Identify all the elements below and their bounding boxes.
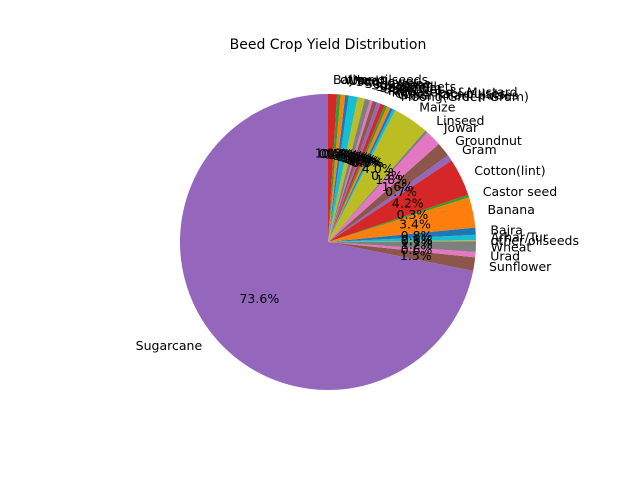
pie-slice xyxy=(328,98,371,243)
slice-label: Arhar/Tur xyxy=(491,230,549,245)
slice-percent-label: 0.3% xyxy=(397,207,429,222)
slice-percent-label: 3.4% xyxy=(399,217,431,232)
pie-slices xyxy=(179,94,476,390)
slice-percent-label: 1.8% xyxy=(375,172,407,187)
slice-label: Sesamum xyxy=(380,80,442,95)
slice-label: Maize xyxy=(419,100,455,115)
slice-label: Sunflower xyxy=(489,259,552,274)
pie-slice xyxy=(328,95,358,243)
pie-slice xyxy=(328,110,426,242)
slice-percent-label: 1.6% xyxy=(381,179,413,194)
pie-labels: Sugarcane 73.6% Sunflower 1.5% Urad 0.6% Wheat… xyxy=(136,72,579,353)
slice-percent-label: 4.0% xyxy=(362,161,394,176)
slice-label: Sunflower xyxy=(356,74,419,89)
chart-title: Beed Crop Yield Distribution xyxy=(230,37,427,53)
pie-slice xyxy=(179,94,474,390)
slice-label: Small millets xyxy=(376,79,456,94)
pie-slice xyxy=(328,106,391,242)
slice-label: Jowar xyxy=(443,120,479,135)
pie-slice xyxy=(328,94,338,242)
pie-slice xyxy=(328,197,476,242)
slice-percent-label: 0.5% xyxy=(321,146,353,161)
slice-label: Wheat xyxy=(491,239,532,254)
pie-slice xyxy=(328,155,452,242)
slice-label: Linseed xyxy=(436,113,484,128)
slice-label: Bajra xyxy=(333,72,366,87)
pie-slice xyxy=(328,105,388,242)
slice-percent-label: 1.2% xyxy=(401,237,433,252)
pie-slice xyxy=(328,143,448,242)
slice-percent-label: 0.6% xyxy=(401,242,433,257)
pie-slice xyxy=(328,95,349,242)
slice-percent-label: 0.1% xyxy=(401,234,433,249)
slice-label: Groundnut xyxy=(455,133,522,148)
pie-slice xyxy=(328,242,476,258)
slice-label: Moong(Green Gram) xyxy=(401,89,529,104)
slice-label: Urad xyxy=(490,248,520,263)
slice-percent-label: 0.4% xyxy=(343,151,375,166)
pie-slice xyxy=(328,107,393,242)
slice-label: Castor seed xyxy=(483,184,557,199)
pie-slice xyxy=(328,108,396,242)
pie-slice xyxy=(328,103,385,243)
slice-label: Sugarcane xyxy=(136,338,203,353)
slice-label: Cotton(lint) xyxy=(474,163,545,178)
pie-slice xyxy=(328,100,373,243)
pie-slice xyxy=(328,102,381,242)
pie-slice xyxy=(328,132,439,242)
pie-slice xyxy=(328,97,365,242)
slice-percent-label: 0.4% xyxy=(324,146,356,161)
slice-percent-label: 0.4% xyxy=(349,154,381,169)
slice-percent-label: 1.5% xyxy=(400,248,432,263)
slice-percent-label: 0.3% xyxy=(350,154,382,169)
slice-percent-label: 73.6% xyxy=(239,291,279,306)
slice-label: Bajra xyxy=(490,223,523,238)
slice-label: Other Rabi pulses xyxy=(395,86,506,101)
slice-label: Banana xyxy=(487,202,534,217)
slice-percent-label: 0.3% xyxy=(352,155,384,170)
slice-label: Soyabean xyxy=(371,78,433,93)
slice-percent-label: 0.5% xyxy=(340,150,372,165)
slice-percent-label: 0.4% xyxy=(319,146,351,161)
pie-slice xyxy=(328,234,476,242)
slice-label: Rice xyxy=(388,83,415,98)
pie-slice xyxy=(328,242,476,271)
pie-slice xyxy=(328,241,476,252)
slice-label: Gram xyxy=(462,142,497,157)
pie-slice xyxy=(328,227,476,242)
slice-label: Wheat xyxy=(344,73,385,88)
slice-percent-label: 0.5% xyxy=(345,152,377,167)
slice-percent-label: 1.0% xyxy=(315,146,347,161)
slice-label: Safflower xyxy=(384,82,443,97)
pie-slice xyxy=(328,194,470,242)
slice-percent-label: 0.3% xyxy=(371,168,403,183)
pie-slice xyxy=(328,160,469,242)
slice-percent-label: 0.3% xyxy=(338,150,370,165)
pie-slice xyxy=(328,130,428,242)
slice-label: Urad xyxy=(349,73,379,88)
slice-percent-label: 0.3% xyxy=(347,153,379,168)
pie-slice xyxy=(328,94,346,242)
slice-percent-label: 0.8% xyxy=(332,148,364,163)
pie-slice xyxy=(328,94,341,242)
slice-label: other oilseeds xyxy=(491,233,579,248)
slice-percent-label: 4.2% xyxy=(392,196,424,211)
pie-slice xyxy=(328,100,378,242)
slice-label: Rapeseed &Mustard xyxy=(392,85,518,100)
slice-label: other oilseeds xyxy=(340,72,428,87)
slice-label: Other Kharif pulses xyxy=(398,88,518,103)
slice-percent-label: 0.6% xyxy=(336,149,368,164)
slice-percent-label: 0.7% xyxy=(385,184,417,199)
slice-percent-label: 1.0% xyxy=(327,147,359,162)
slice-percent-label: 0.8% xyxy=(401,228,433,243)
slice-label: Sugarcane xyxy=(365,76,432,91)
slice-percent-label: 0.6% xyxy=(401,232,433,247)
pie-slice xyxy=(328,240,476,242)
